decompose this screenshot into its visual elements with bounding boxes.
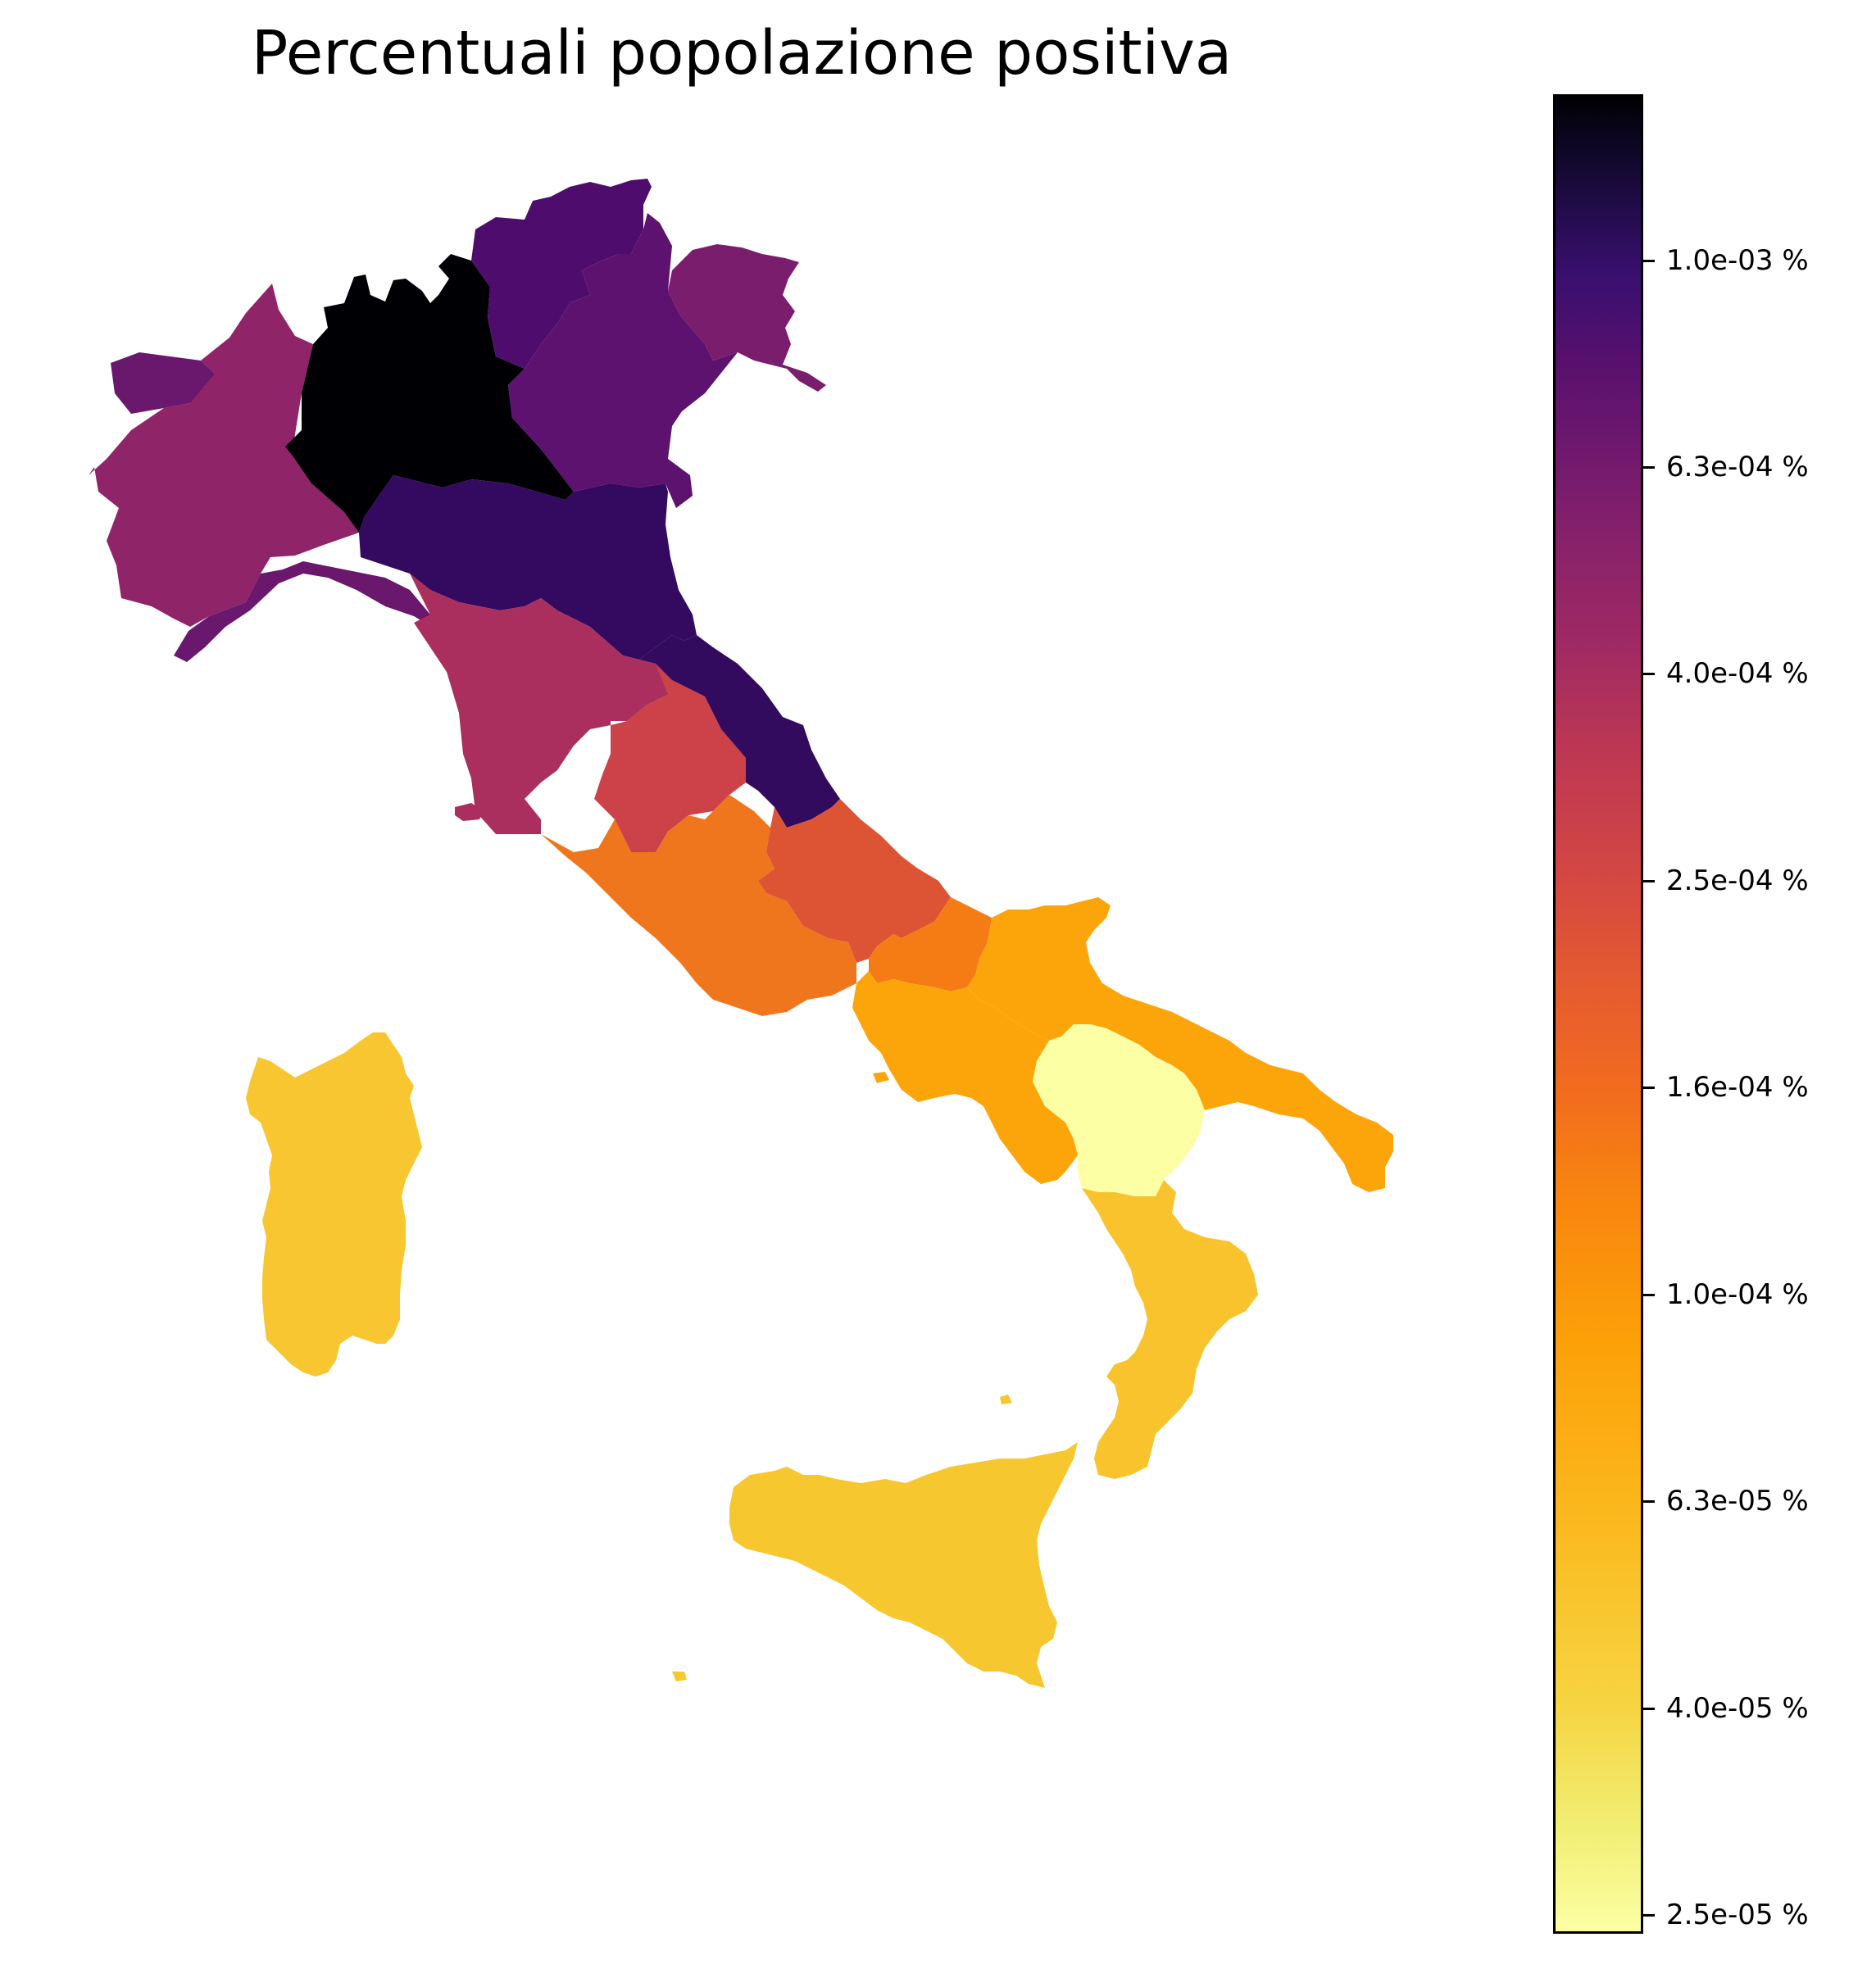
region-puglia[interactable] (967, 897, 1393, 1192)
region-trentino[interactable] (471, 179, 652, 369)
colorbar-tick-label: 2.5e-04 % (1666, 864, 1809, 897)
italy-choropleth-map (89, 179, 1393, 1688)
colorbar (1553, 94, 1643, 1934)
region-umbria[interactable] (594, 664, 746, 852)
region-calabria[interactable] (1082, 1180, 1258, 1479)
region-lombardia[interactable] (285, 254, 574, 533)
island-pantelleria (672, 1672, 687, 1681)
map-title: Percentuali popolazione positiva (251, 18, 1233, 88)
colorbar-tick (1643, 673, 1655, 675)
region-emilia-romagna[interactable] (359, 475, 697, 660)
colorbar-tick (1643, 1708, 1655, 1710)
region-sardegna[interactable] (246, 1032, 422, 1377)
region-friuli[interactable] (668, 244, 826, 392)
region-basilicata[interactable] (1033, 1024, 1205, 1196)
colorbar-tick-label: 6.3e-04 % (1666, 451, 1809, 483)
colorbar-tick (1643, 1500, 1655, 1503)
colorbar-tick-label: 1.0e-04 % (1666, 1278, 1809, 1311)
colorbar-tick (1643, 260, 1655, 262)
island-ischia-capri (873, 1072, 889, 1083)
region-lazio[interactable] (541, 795, 856, 1016)
colorbar-tick (1643, 1914, 1655, 1917)
region-abruzzo[interactable] (758, 799, 951, 963)
colorbar-tick-label: 1.0e-03 % (1666, 244, 1809, 277)
colorbar-tick-label: 2.5e-05 % (1666, 1899, 1809, 1931)
region-campania[interactable] (852, 971, 1078, 1184)
island-elba (455, 803, 484, 821)
region-piemonte[interactable] (89, 284, 359, 627)
colorbar-tick-label: 4.0e-05 % (1666, 1692, 1809, 1725)
colorbar-tick-label: 1.6e-04 % (1666, 1071, 1809, 1104)
region-marche[interactable] (639, 635, 840, 828)
colorbar-tick (1643, 880, 1655, 882)
colorbar-tick-label: 6.3e-05 % (1666, 1485, 1809, 1518)
region-toscana[interactable] (410, 574, 672, 834)
region-liguria[interactable] (174, 561, 438, 662)
region-molise[interactable] (869, 897, 992, 991)
colorbar-tick (1643, 1087, 1655, 1089)
region-sicilia[interactable] (729, 1442, 1078, 1688)
island-eolie (1000, 1395, 1012, 1404)
colorbar-tick-label: 4.0e-04 % (1666, 657, 1809, 690)
colorbar-tick (1643, 1294, 1655, 1296)
colorbar-tick (1643, 466, 1655, 469)
region-veneto[interactable] (508, 213, 738, 508)
region-valle-daosta[interactable] (111, 352, 215, 414)
